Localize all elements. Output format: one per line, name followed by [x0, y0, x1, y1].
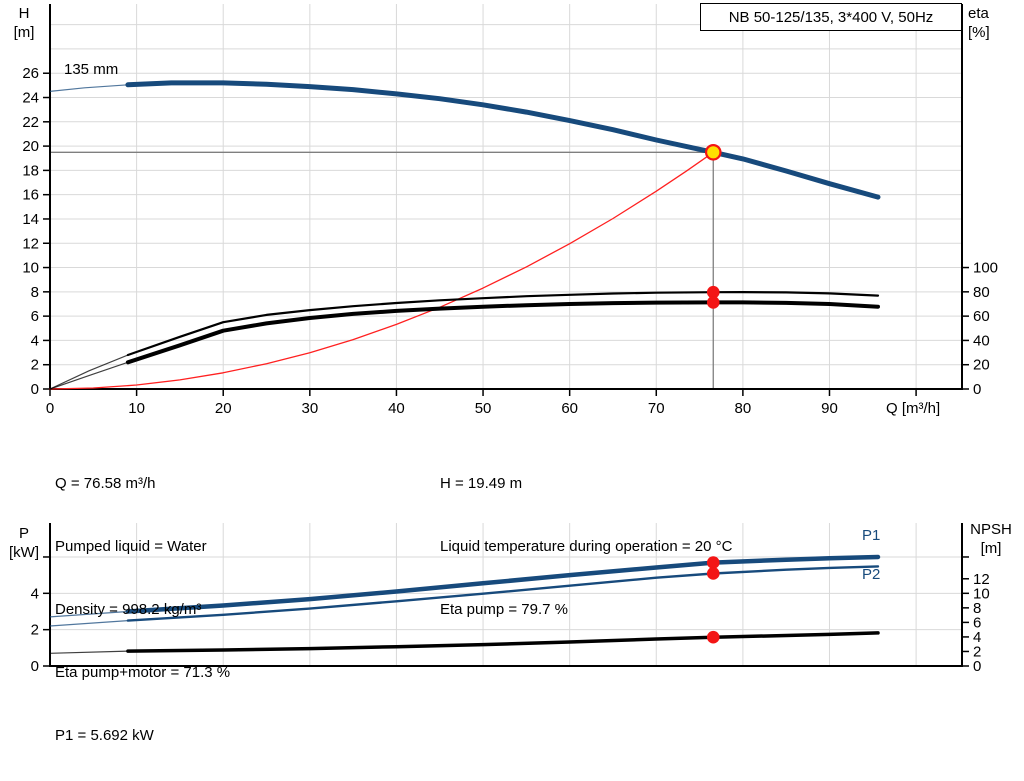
tick-label: 6 [973, 614, 981, 631]
curve-value-marker [706, 285, 720, 299]
result-density: Density = 998.2 kg/m³ [55, 601, 202, 618]
eta-pump-curve [49, 291, 880, 390]
tick-label: 8 [31, 284, 39, 301]
tick-label: 90 [821, 400, 838, 417]
qh-curve-135mm [49, 80, 881, 200]
duty-point-marker [704, 143, 722, 161]
curve-value-marker [706, 556, 720, 569]
result-eta-pump: Eta pump = 79.7 % [440, 601, 568, 618]
tick-label: 0 [31, 658, 39, 675]
p-axis-label: P [kW] [2, 524, 46, 562]
tick-label: 20 [215, 400, 232, 417]
eta-axis-label-unit: [%] [968, 24, 990, 41]
tick-label: 80 [973, 284, 990, 301]
npsh-axis-label: NPSH [m] [962, 520, 1020, 558]
pump-title: NB 50-125/135, 3*400 V, 50Hz [728, 8, 934, 26]
p1-curve [49, 554, 881, 618]
result-p1: P1 = 5.692 kW [55, 727, 154, 744]
curve-value-marker [706, 630, 720, 644]
tick-label: 4 [31, 332, 39, 349]
tick-label: 70 [648, 400, 665, 417]
tick-label: 20 [973, 357, 990, 374]
tick-label: 20 [22, 138, 39, 155]
h-axis-label-symbol: H [18, 5, 30, 22]
duty-point-crosshair [50, 151, 714, 389]
tick-label: 2 [31, 357, 39, 374]
p-axis-label-symbol: P [18, 525, 29, 542]
tick-label: 16 [22, 187, 39, 204]
tick-label: 10 [973, 585, 990, 602]
eta-pump-motor-curve [49, 300, 880, 390]
tick-label: 60 [973, 308, 990, 325]
p2-curve [49, 565, 880, 627]
results-block-right: H = 19.49 m Liquid temperature during op… [440, 431, 732, 662]
tick-label: 40 [973, 332, 990, 349]
h-axis-label-unit: [m] [13, 24, 35, 41]
tick-label: 8 [973, 600, 981, 617]
p-axis-label-unit: [kW] [9, 544, 39, 561]
result-pumped-liquid: Pumped liquid = Water [55, 538, 207, 555]
tick-label: 26 [22, 65, 39, 82]
tick-label: 4 [973, 629, 981, 646]
tick-label: 80 [735, 400, 752, 417]
tick-label: 30 [301, 400, 318, 417]
npsh-axis-label-symbol: NPSH [970, 521, 1012, 538]
tick-label: 10 [128, 400, 145, 417]
tick-label: 50 [475, 400, 492, 417]
q-axis-label: Q [m³/h] [886, 400, 941, 417]
result-eta-pump-motor: Eta pump+motor = 71.3 % [55, 664, 231, 681]
eta-axis-label: eta [%] [968, 4, 1014, 42]
impeller-size-label: 135 mm [64, 61, 119, 78]
tick-label: 24 [22, 90, 39, 107]
curve-value-marker [706, 296, 720, 309]
p2-curve-label: P2 [862, 566, 881, 583]
tick-label: 6 [31, 308, 39, 325]
tick-label: 4 [31, 585, 39, 602]
result-liquid-temperature: Liquid temperature during operation = 20… [440, 538, 733, 555]
system-curve [49, 151, 714, 390]
gridlines [50, 4, 962, 389]
tick-label: 18 [22, 162, 39, 179]
tick-label: 0 [973, 658, 981, 675]
tick-label: 60 [561, 400, 578, 417]
result-head: H = 19.49 m [440, 475, 523, 492]
tick-label: 22 [22, 114, 39, 131]
tick-label: 0 [31, 381, 39, 398]
result-flow: Q = 76.58 m³/h [55, 475, 156, 492]
tick-label: 2 [31, 622, 39, 639]
tick-label: 14 [22, 211, 39, 228]
tick-label: 2 [973, 643, 981, 660]
results-block-power: P1 = 5.692 kW P2 = 5.092 kW NPSH = 3.96 … [55, 683, 389, 781]
pump-title-box: NB 50-125/135, 3*400 V, 50Hz [700, 3, 962, 31]
h-axis-label: H [m] [2, 4, 46, 42]
tick-label: 40 [388, 400, 405, 417]
results-block-left: Q = 76.58 m³/h Pumped liquid = Water Den… [55, 431, 230, 725]
tick-label: 12 [973, 571, 990, 588]
tick-label: 0 [973, 381, 981, 398]
tick-label: 100 [973, 260, 998, 277]
npsh-curve [49, 631, 880, 654]
eta-axis-label-symbol: eta [968, 5, 989, 22]
tick-label: 10 [22, 260, 39, 277]
npsh-axis-label-unit: [m] [980, 540, 1002, 557]
curve-value-marker [706, 567, 720, 580]
tick-label: 12 [22, 235, 39, 252]
p1-curve-label: P1 [862, 527, 881, 544]
tick-label: 0 [46, 400, 54, 417]
